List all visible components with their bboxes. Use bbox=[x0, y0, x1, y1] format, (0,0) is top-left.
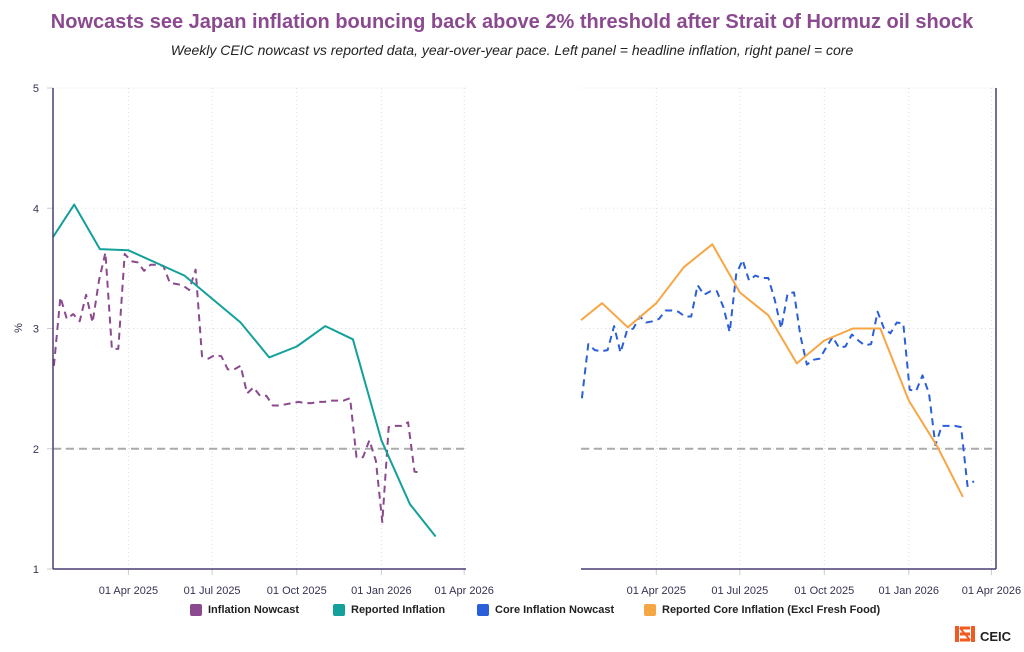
x-tick-label: 01 Jul 2025 bbox=[184, 585, 241, 597]
x-tick-label: 01 Jul 2025 bbox=[711, 585, 768, 597]
y-tick-label: 1 bbox=[33, 564, 39, 576]
chart-title: Nowcasts see Japan inflation bouncing ba… bbox=[50, 11, 974, 33]
x-tick-label: 01 Apr 2026 bbox=[962, 585, 1021, 597]
x-tick-label: 01 Apr 2025 bbox=[99, 585, 158, 597]
x-tick-label: 01 Oct 2025 bbox=[794, 585, 854, 597]
x-tick-label: 01 Apr 2025 bbox=[627, 585, 686, 597]
series-line-core-inflation-nowcast bbox=[580, 259, 975, 487]
legend-swatch bbox=[190, 604, 202, 616]
chart-subtitle: Weekly CEIC nowcast vs reported data, ye… bbox=[170, 42, 854, 58]
ceic-logo: CEIC bbox=[955, 626, 1011, 646]
legend-swatch bbox=[333, 604, 345, 616]
series-line-reported-inflation bbox=[52, 203, 437, 538]
legend-item-core-inflation-nowcast[interactable]: Core Inflation Nowcast bbox=[477, 604, 614, 616]
legend-label: Reported Core Inflation (Excl Fresh Food… bbox=[662, 604, 881, 616]
ceic-logo-icon bbox=[955, 626, 975, 646]
series-line-inflation-nowcast bbox=[52, 251, 422, 524]
legend-item-reported-inflation[interactable]: Reported Inflation bbox=[333, 604, 445, 616]
panel-headline: 01 Apr 2025 01 Jul 2025 01 Oct 2025 01 Jan … bbox=[33, 83, 494, 597]
y-axis-label: % bbox=[13, 323, 25, 333]
x-tick-label: 01 Oct 2025 bbox=[267, 585, 327, 597]
legend-label: Reported Inflation bbox=[351, 604, 446, 616]
legend-item-reported-core-inflation[interactable]: Reported Core Inflation (Excl Fresh Food… bbox=[644, 604, 880, 616]
y-tick-label: 4 bbox=[33, 203, 39, 215]
legend-item-inflation-nowcast[interactable]: Inflation Nowcast bbox=[190, 604, 299, 616]
ceic-logo-text: CEIC bbox=[980, 628, 1012, 644]
series-line-reported-core-inflation-excl-fresh-food bbox=[580, 243, 964, 498]
x-tick-label: 01 Jan 2026 bbox=[878, 585, 939, 597]
y-tick-label: 3 bbox=[33, 324, 39, 336]
legend-label: Core Inflation Nowcast bbox=[495, 604, 615, 616]
legend-swatch bbox=[477, 604, 489, 616]
y-tick-label: 5 bbox=[33, 83, 39, 95]
legend-label: Inflation Nowcast bbox=[208, 604, 300, 616]
x-tick-label: 01 Jan 2026 bbox=[351, 585, 412, 597]
legend-swatch bbox=[644, 604, 656, 616]
panel-core: 01 Apr 2025 01 Jul 2025 01 Oct 2025 01 Jan … bbox=[580, 87, 1021, 597]
y-tick-label: 2 bbox=[33, 444, 39, 456]
x-tick-label: 01 Apr 2026 bbox=[434, 585, 493, 597]
